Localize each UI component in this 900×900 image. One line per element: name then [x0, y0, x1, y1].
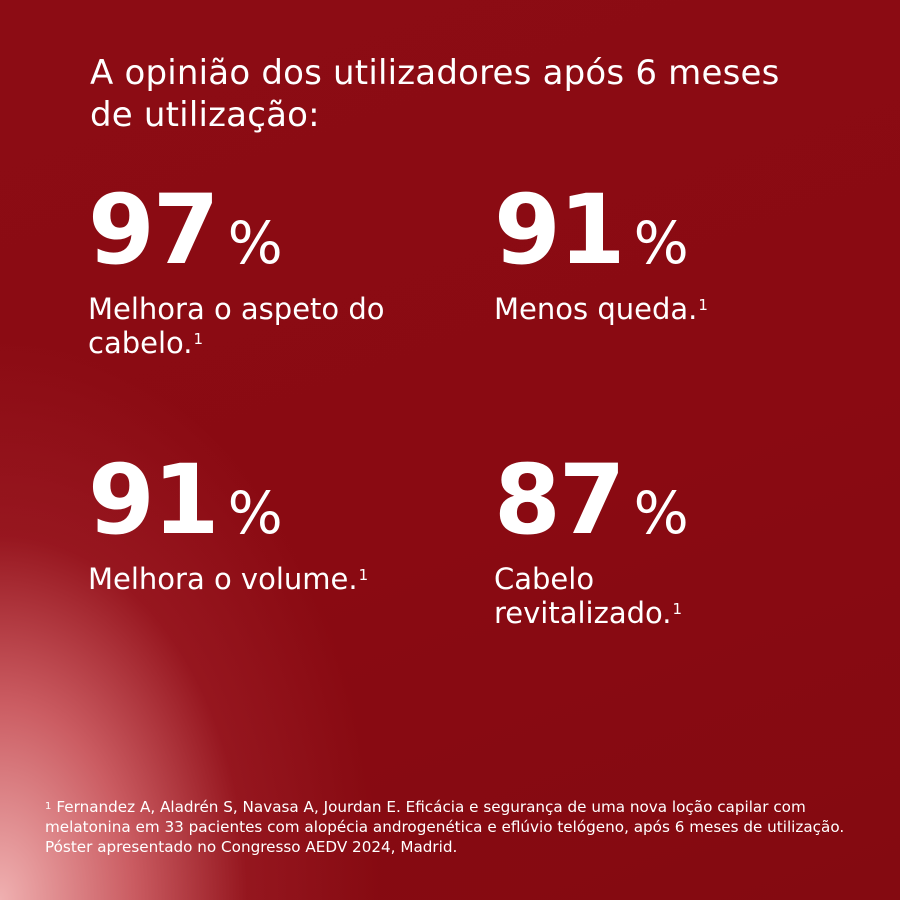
stat-label: Melhora o aspeto do cabelo.1 — [88, 292, 418, 360]
footnote-ref: 1 — [358, 566, 369, 584]
stat-unit: % — [633, 209, 689, 277]
stat-value: 97 — [88, 174, 220, 286]
stat-label: Menos queda.1 — [494, 292, 824, 326]
footnote-text: Fernandez A, Aladrén S, Navasa A, Jourda… — [45, 798, 845, 856]
stat-label-text: Menos queda. — [494, 292, 698, 326]
stat-unit: % — [227, 479, 283, 547]
footnote-marker: 1 — [45, 801, 52, 812]
stat-value: 91 — [494, 174, 626, 286]
stat-label: Melhora o volume.1 — [88, 562, 418, 596]
stat-number: 91 % — [88, 452, 418, 548]
stat-number: 91 % — [494, 182, 824, 278]
stat-label-text: Cabelo revitalizado. — [494, 562, 672, 630]
stat-label-text: Melhora o aspeto do cabelo. — [88, 292, 385, 360]
headline: A opinião dos utilizadores após 6 meses … — [90, 53, 780, 135]
stat-less-hair-loss: 91 % Menos queda.1 — [494, 182, 824, 326]
footnote-ref: 1 — [672, 600, 683, 618]
stat-number: 97 % — [88, 182, 418, 278]
stat-unit: % — [227, 209, 283, 277]
stat-appearance: 97 % Melhora o aspeto do cabelo.1 — [88, 182, 418, 360]
stat-label: Cabelo revitalizado.1 — [494, 562, 714, 630]
stat-value: 87 — [494, 444, 626, 556]
stat-revitalized: 87 % Cabelo revitalizado.1 — [494, 452, 714, 630]
stat-value: 91 — [88, 444, 220, 556]
stat-number: 87 % — [494, 452, 714, 548]
stat-volume: 91 % Melhora o volume.1 — [88, 452, 418, 596]
footnote-ref: 1 — [193, 330, 204, 348]
stat-label-text: Melhora o volume. — [88, 562, 358, 596]
footnote: 1 Fernandez A, Aladrén S, Navasa A, Jourd… — [45, 797, 865, 857]
stat-unit: % — [633, 479, 689, 547]
footnote-ref: 1 — [698, 296, 708, 314]
